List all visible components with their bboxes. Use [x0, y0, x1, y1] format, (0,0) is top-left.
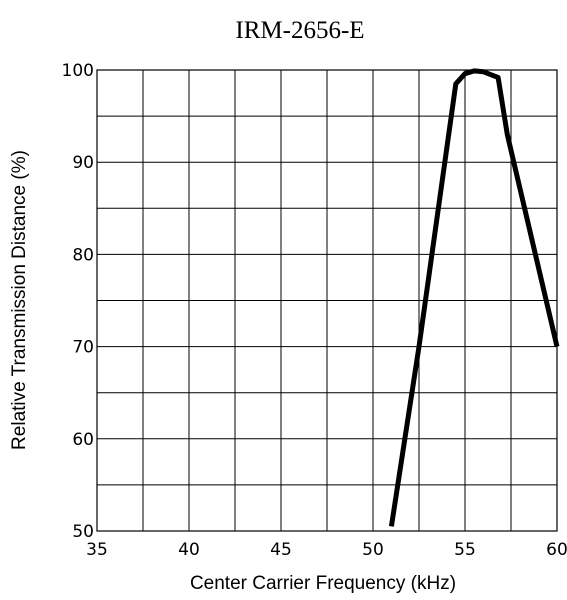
- y-tick-label: 60: [72, 430, 94, 450]
- y-tick-labels: 50 60 70 80 90 100: [62, 61, 94, 542]
- x-tick-label: 50: [362, 540, 384, 560]
- x-tick-labels: 35 40 45 50 55 60: [86, 540, 567, 560]
- x-tick-label: 35: [86, 540, 108, 560]
- y-tick-label: 90: [72, 153, 94, 173]
- y-tick-label: 70: [72, 338, 94, 358]
- x-tick-label: 60: [546, 540, 567, 560]
- x-axis-label: Center Carrier Frequency (kHz): [190, 573, 456, 594]
- x-tick-label: 55: [454, 540, 476, 560]
- y-axis-label: Relative Transmission Distance (%): [9, 150, 30, 450]
- x-tick-label: 40: [178, 540, 200, 560]
- y-tick-label: 100: [62, 61, 94, 81]
- grid: [97, 70, 557, 531]
- series-layer: [388, 68, 560, 527]
- plot-frame: [96, 69, 558, 532]
- y-tick-label: 80: [72, 245, 94, 265]
- series-line: [388, 68, 560, 527]
- x-tick-label: 45: [270, 540, 292, 560]
- y-tick-label: 50: [72, 522, 94, 542]
- chart-title: IRM-2656-E: [235, 17, 364, 44]
